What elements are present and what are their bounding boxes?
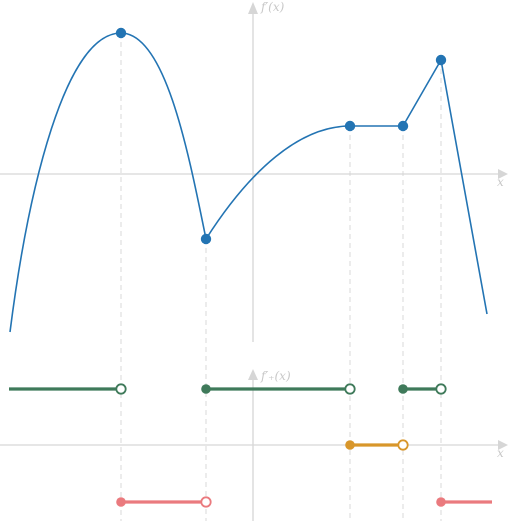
- positive-segment-2-open-end: [344, 383, 356, 395]
- curve-point-plateau-end: [397, 120, 409, 132]
- negative-segment-2-closed-start: [436, 497, 446, 507]
- zero-segment-1-closed-start: [345, 440, 355, 450]
- curve-point-local-min: [200, 233, 212, 245]
- top-x-axis-label: x: [497, 175, 504, 189]
- negative-segments: [116, 496, 492, 508]
- bottom-y-axis-label: f′₊(x): [260, 369, 291, 383]
- bottom-y-axis-arrow-icon: [248, 369, 258, 380]
- positive-segment-3-closed-start: [398, 384, 408, 394]
- positive-segments: [9, 383, 447, 395]
- top-y-axis-label: f′(x): [260, 0, 285, 14]
- top-axes: x f′(x): [0, 0, 508, 342]
- bottom-x-axis-arrow-icon: [498, 440, 508, 450]
- bottom-axes: x f′₊(x): [0, 369, 508, 521]
- curve-point-local-max: [115, 27, 127, 39]
- top-y-axis-arrow-icon: [248, 2, 258, 14]
- positive-segment-2-closed-start: [201, 384, 211, 394]
- negative-segment-1-closed-start: [116, 497, 126, 507]
- bottom-x-axis-label: x: [497, 446, 504, 460]
- function-curve: [9, 32, 488, 333]
- curve-point-plateau-start: [344, 120, 356, 132]
- curve-point-peak: [435, 54, 447, 66]
- zero-segment-1-open-end: [397, 439, 409, 451]
- zero-segments: [345, 439, 409, 451]
- vertical-guides: [120, 33, 442, 521]
- positive-segment-3-open-end: [435, 383, 447, 395]
- top-x-axis-arrow-icon: [498, 169, 508, 179]
- positive-segment-1-open-end: [115, 383, 127, 395]
- function-curve-group: [9, 27, 488, 333]
- negative-segment-1-open-end: [200, 496, 212, 508]
